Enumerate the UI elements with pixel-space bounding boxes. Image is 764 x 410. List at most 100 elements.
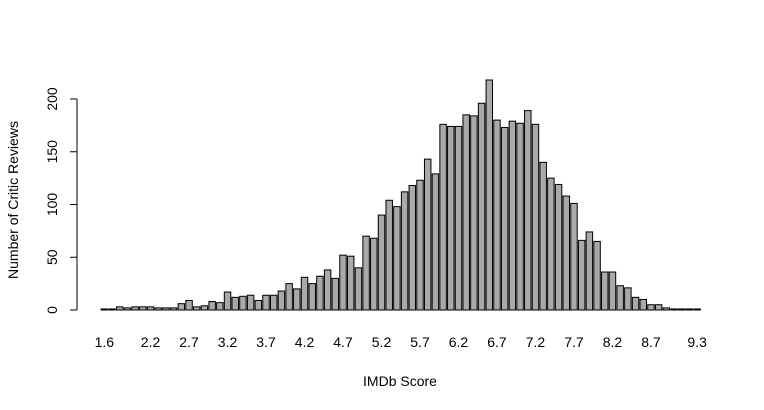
bar-8.0 [593, 240, 601, 311]
bar-9.1 [678, 308, 686, 311]
bar-6.0 [439, 123, 447, 311]
bar-4.6 [331, 277, 340, 311]
bar-2.0 [131, 306, 139, 311]
bar-6.9 [508, 120, 517, 311]
x-axis: 1.6 2.2 2.7 3.2 3.7 4.2 4.7 5.2 5.7 6.2 6.7 7.2 7.7 8… [95, 334, 707, 350]
y-tick-label: 0 [44, 306, 60, 314]
bar-7.5 [554, 183, 563, 311]
bar-2.6 [177, 303, 186, 311]
x-tick-label: 8.2 [603, 334, 623, 350]
y-axis: 0 50 100 150 200 [44, 87, 78, 314]
bar-2.5 [169, 307, 178, 311]
bar-4.2 [300, 276, 309, 311]
bar-4.0 [285, 283, 293, 311]
bar-1.8 [116, 306, 124, 311]
x-tick-label: 9.3 [687, 334, 707, 350]
bar-6.4 [470, 115, 478, 311]
bar-8.1 [601, 271, 609, 311]
bar-8.5 [631, 296, 640, 311]
bar-3.8 [269, 294, 278, 311]
bar-7.7 [570, 202, 578, 311]
bar-2.1 [139, 306, 147, 311]
bar-7.3 [539, 161, 547, 311]
bar-4.9 [354, 267, 363, 311]
y-tick-label: 150 [44, 140, 60, 164]
bar-3.3 [231, 296, 239, 311]
x-axis-label: IMDb Score [363, 373, 437, 389]
x-tick-label: 3.7 [256, 334, 276, 350]
x-tick-label: 5.2 [372, 334, 392, 350]
bar-2.4 [162, 307, 170, 311]
x-tick-label: 6.7 [487, 334, 507, 350]
bar-4.5 [323, 269, 332, 311]
bar-7.2 [531, 123, 540, 311]
bar-8.4 [624, 287, 632, 311]
y-axis-label: Number of Critic Reviews [5, 121, 21, 279]
x-tick-label: 2.7 [179, 334, 199, 350]
bar-5.6 [408, 185, 417, 311]
bar-5.5 [400, 191, 409, 311]
bar-2.3 [154, 307, 162, 311]
bar-6.7 [493, 119, 501, 311]
bar-7.9 [585, 231, 594, 311]
bar-6.3 [462, 114, 470, 311]
bar-2.9 [200, 305, 209, 311]
x-tick-label: 8.7 [641, 334, 661, 350]
bar-6.1 [447, 125, 455, 311]
x-tick-label: 2.2 [141, 334, 161, 350]
bar-8.6 [639, 298, 648, 311]
bar-1.6 [100, 308, 109, 311]
bar-4.7 [339, 254, 347, 311]
bar-8.9 [662, 307, 671, 311]
bar-1.9 [123, 307, 132, 311]
bar-2.7 [185, 300, 193, 311]
bar-3.1 [216, 302, 224, 311]
bar-5.9 [431, 173, 440, 311]
bar-8.7 [647, 304, 655, 311]
bar-9.2 [685, 308, 694, 311]
bar-6.5 [477, 102, 486, 311]
bar-8.2 [608, 271, 617, 311]
bar-5.4 [393, 206, 401, 311]
bar-7.4 [547, 177, 555, 311]
bar-2.2 [146, 306, 155, 311]
bar-9.0 [670, 308, 678, 311]
bar-3.4 [239, 295, 247, 311]
bar-4.3 [308, 283, 316, 311]
bar-3.9 [277, 290, 286, 311]
bar-3.0 [208, 301, 216, 311]
bar-8.3 [616, 285, 624, 311]
bar-6.6 [485, 79, 494, 311]
x-tick-label: 7.2 [526, 334, 546, 350]
bar-5.0 [362, 235, 370, 311]
bar-7.0 [516, 122, 524, 311]
bar-8.8 [654, 304, 663, 311]
bar-3.2 [223, 291, 232, 311]
x-tick-label: 4.7 [333, 334, 353, 350]
x-tick-label: 5.7 [410, 334, 430, 350]
bar-5.3 [385, 199, 393, 311]
bar-1.7 [108, 308, 116, 311]
x-tick-label: 6.2 [449, 334, 469, 350]
bar-group [100, 79, 701, 311]
y-tick-label: 200 [44, 87, 60, 111]
bar-3.6 [254, 300, 263, 311]
bar-6.2 [454, 125, 463, 311]
bar-5.2 [377, 214, 386, 311]
y-tick-label: 100 [44, 193, 60, 217]
bar-4.1 [293, 288, 301, 311]
bar-4.4 [316, 275, 324, 311]
bar-5.7 [416, 179, 424, 311]
bar-9.3 [693, 308, 701, 311]
bar-2.8 [193, 306, 201, 311]
x-tick-label: 4.2 [295, 334, 315, 350]
bar-7.6 [562, 195, 571, 311]
bar-6.8 [500, 126, 509, 311]
bar-7.8 [577, 239, 586, 311]
x-tick-label: 7.7 [564, 334, 584, 350]
bar-3.5 [246, 294, 255, 311]
x-tick-label: 1.6 [95, 334, 115, 350]
y-tick-label: 50 [44, 249, 60, 265]
bar-4.8 [346, 255, 355, 311]
